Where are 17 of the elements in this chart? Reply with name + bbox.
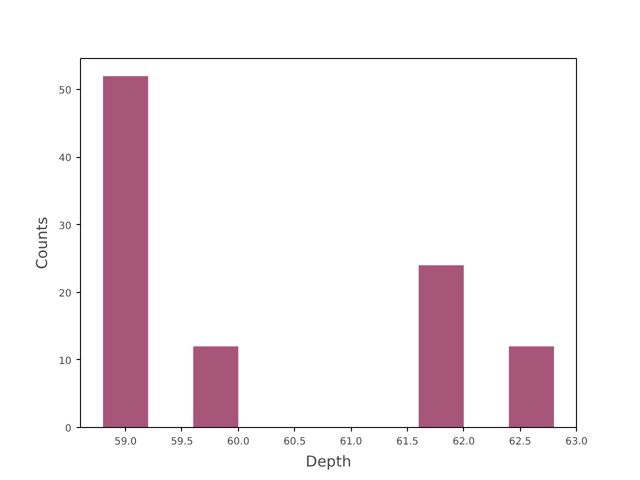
x-tick-label: 60.0 [227, 436, 250, 448]
y-tick-label: 30 [58, 220, 72, 232]
y-tick-label: 10 [58, 356, 72, 367]
y-tick-label: 0 [65, 424, 72, 434]
x-tick-label: 59.5 [170, 436, 194, 448]
x-tick-label: 61.0 [340, 436, 362, 448]
y-tick-label: 20 [58, 288, 72, 300]
x-tick-label: 61.5 [396, 436, 419, 448]
y-axis-title: Counts [32, 216, 51, 270]
x-tick-label: 62.0 [452, 436, 475, 448]
x-tick-label: 62.5 [509, 436, 532, 448]
y-tick-label: 50 [58, 86, 72, 97]
x-tick-label: 60.5 [284, 436, 306, 448]
x-tick-label: 59.0 [114, 436, 137, 448]
x-tick-label: 63.0 [565, 436, 588, 448]
y-tick-label: 40 [58, 153, 72, 164]
x-axis-title: Depth [306, 452, 352, 470]
